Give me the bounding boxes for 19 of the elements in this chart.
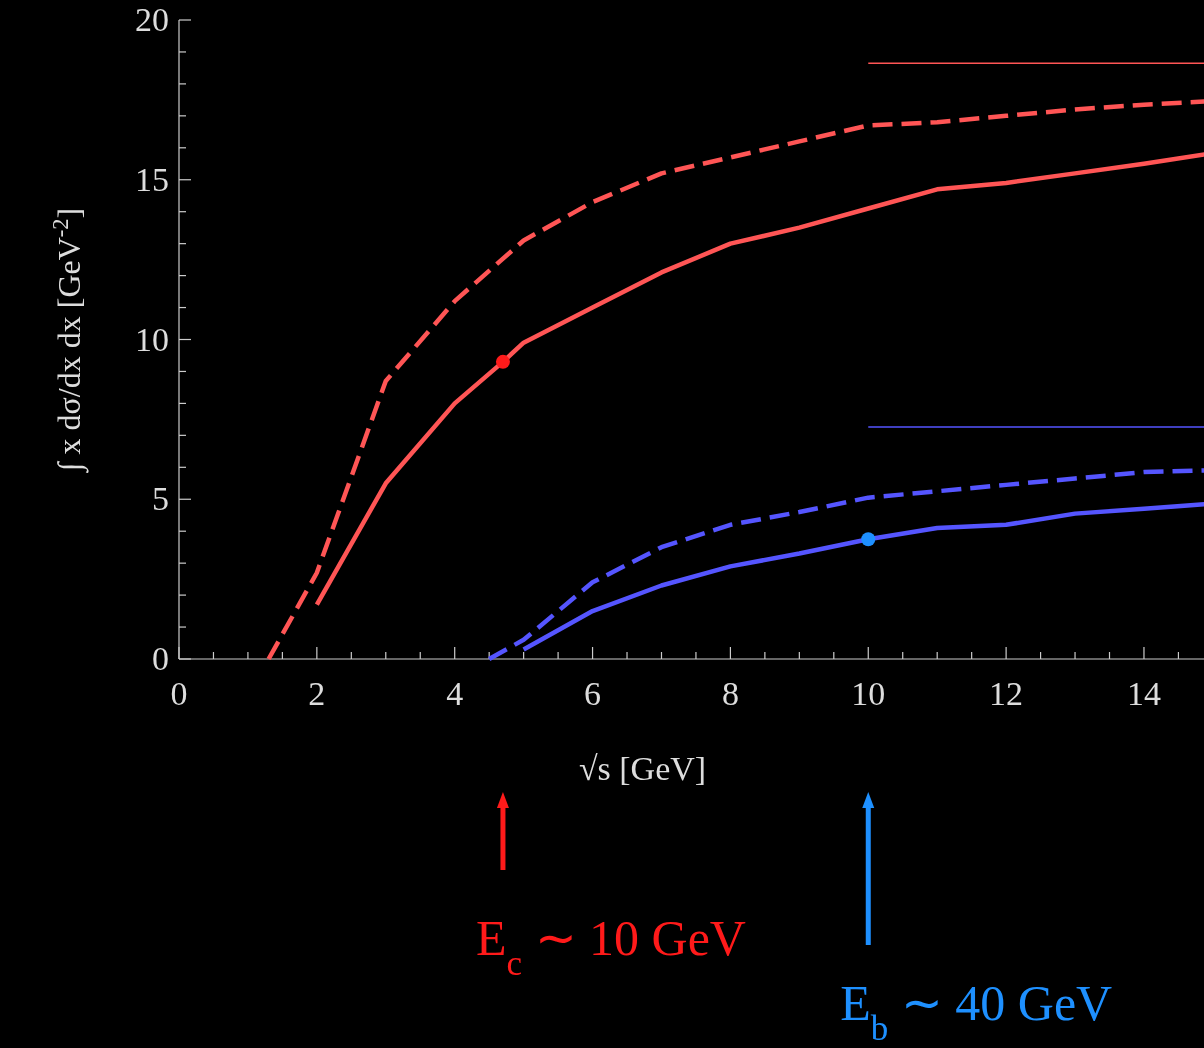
line-series bbox=[521, 501, 1204, 652]
x-tick-label: 8 bbox=[721, 675, 739, 712]
line-series bbox=[314, 151, 1204, 607]
text: E$_{b}$ ∼ 40 GeV bbox=[840, 975, 1113, 1048]
text: E$_{c}$ ∼ 10 GeV bbox=[475, 910, 746, 983]
line-series bbox=[486, 468, 1204, 662]
y-tick-label: 20 bbox=[135, 1, 169, 38]
x-tick-label: 4 bbox=[446, 675, 464, 712]
x-tick-label: 2 bbox=[308, 675, 326, 712]
y-tick-label: 5 bbox=[152, 480, 169, 518]
y-tick-label: 0 bbox=[152, 640, 169, 677]
x-axis-title: √s [GeV] bbox=[578, 750, 707, 787]
y-tick-label: 15 bbox=[135, 160, 169, 198]
x-tick-label: 6 bbox=[584, 675, 602, 712]
x-tick-label: 12 bbox=[989, 675, 1024, 712]
x-tick-label: 10 bbox=[851, 675, 886, 712]
y-tick-label: 10 bbox=[135, 320, 169, 358]
line-series bbox=[266, 99, 1204, 662]
x-tick-label: 14 bbox=[1126, 675, 1161, 712]
